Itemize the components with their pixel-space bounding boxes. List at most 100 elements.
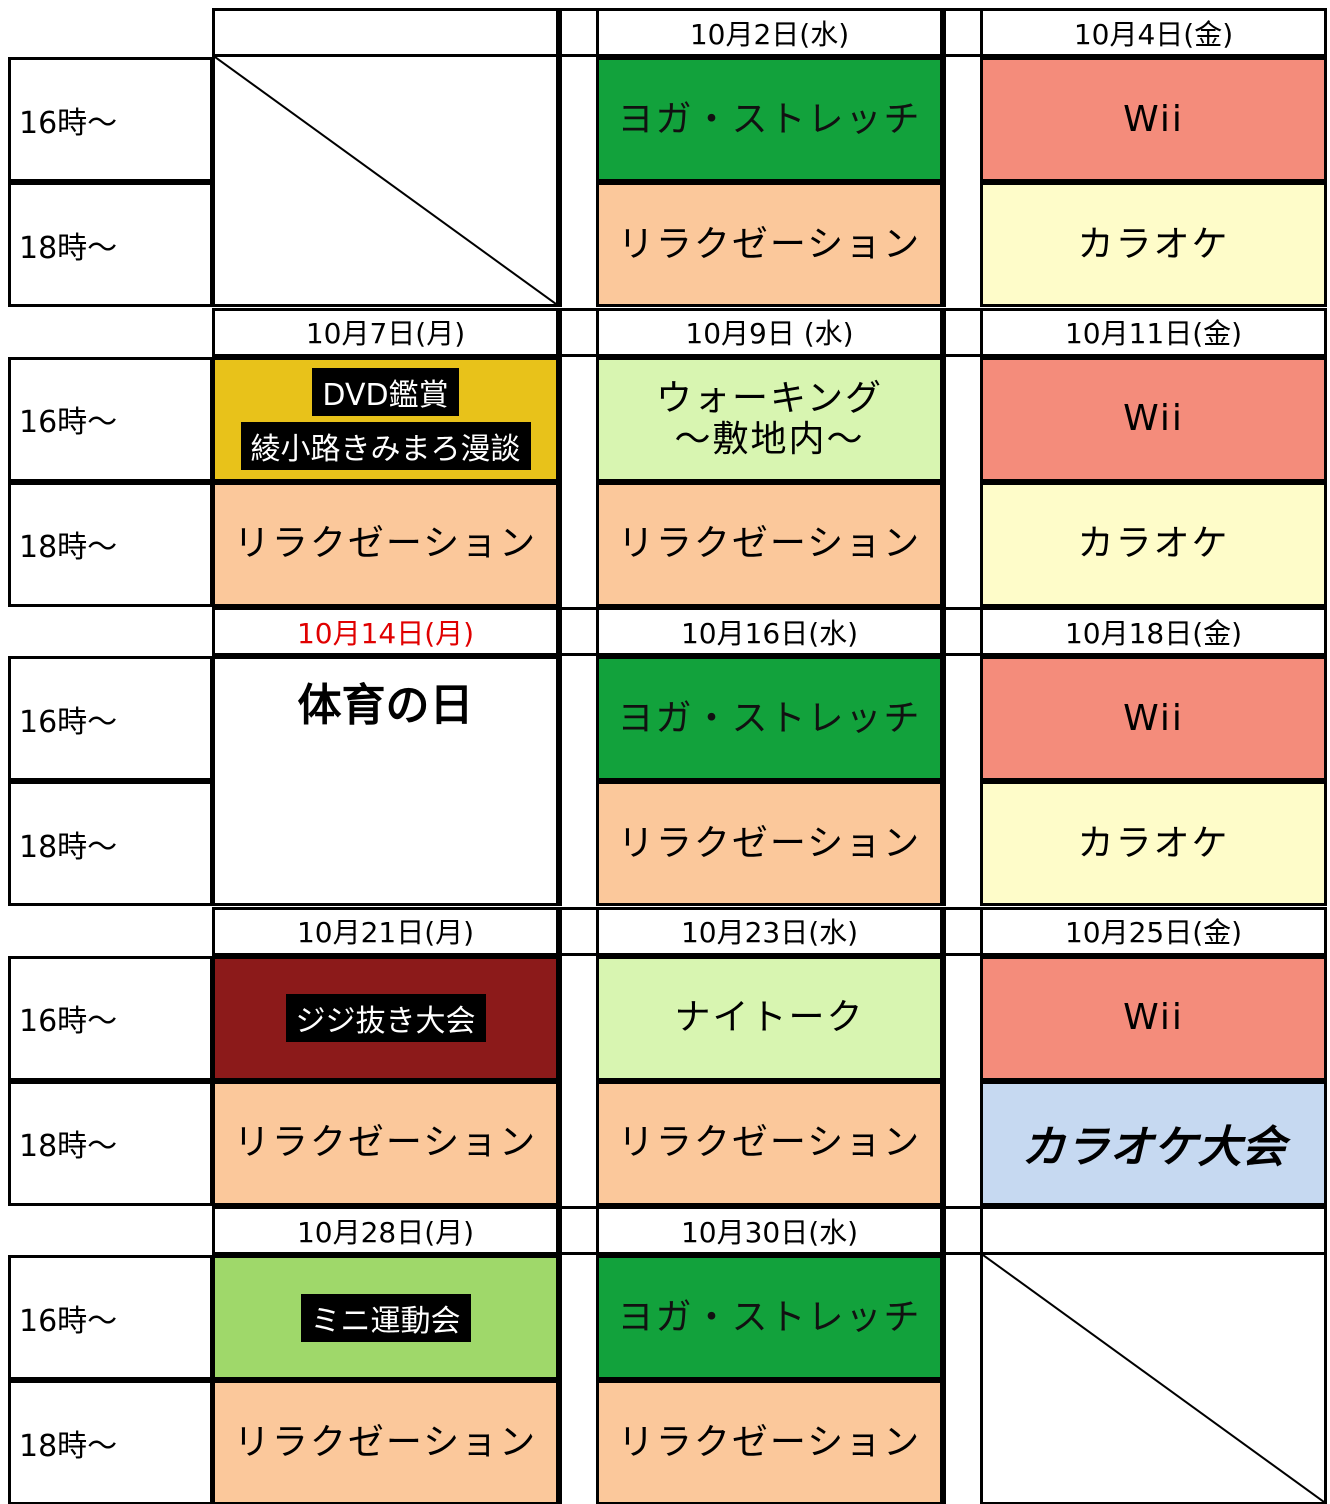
- gap-column: [943, 353, 983, 607]
- gap-column: [559, 1206, 599, 1255]
- gap-column: [559, 54, 599, 307]
- time-label: 18時〜: [8, 1380, 213, 1504]
- activity-cell: リラクゼーション: [596, 1080, 943, 1206]
- activity-cell: カラオケ: [980, 481, 1327, 607]
- gap-column: [943, 307, 983, 357]
- gap-column: [559, 906, 599, 956]
- gap-column: [559, 607, 599, 656]
- activity-cell: カラオケ大会: [980, 1080, 1327, 1206]
- activity-text: ヨガ・ストレッチ: [617, 98, 922, 140]
- activity-cell: リラクゼーション: [212, 1380, 559, 1504]
- activity-text: リラクゼーション: [233, 1421, 538, 1463]
- date-header: 10月14日(月): [212, 607, 559, 656]
- gap-column: [559, 307, 599, 357]
- activity-text: Wii: [1123, 98, 1184, 140]
- date-header: 10月28日(月): [212, 1206, 559, 1255]
- activity-badge: ジジ抜き大会: [285, 994, 486, 1042]
- activity-text: カラオケ: [1077, 223, 1230, 265]
- activity-cell: リラクゼーション: [596, 182, 943, 307]
- gap-column: [943, 906, 983, 956]
- activity-text: リラクゼーション: [233, 1122, 538, 1164]
- activity-badge: ミニ運動会: [300, 1293, 471, 1342]
- time-label: 16時〜: [8, 955, 213, 1081]
- gap-column: [943, 1206, 983, 1255]
- activity-text: リラクゼーション: [617, 223, 922, 265]
- gap-column: [559, 353, 599, 607]
- empty-diagonal: [983, 1255, 1324, 1502]
- gap-column: [559, 1252, 599, 1504]
- date-header: 10月18日(金): [980, 607, 1327, 656]
- date-header: 10月30日(水): [596, 1206, 943, 1255]
- activity-text: リラクゼーション: [617, 1421, 922, 1463]
- date-header: 10月9日 (水): [596, 307, 943, 357]
- gap-column: [943, 952, 983, 1206]
- activity-cell: Wii: [980, 656, 1327, 781]
- activity-title: 体育の日: [297, 680, 474, 731]
- activity-cell: ヨガ・ストレッチ: [596, 57, 943, 182]
- activity-cell: Wii: [980, 57, 1327, 182]
- date-header: 10月25日(金): [980, 906, 1327, 956]
- activity-text: Wii: [1123, 997, 1184, 1039]
- activity-text: ヨガ・ストレッチ: [617, 1296, 922, 1338]
- activity-cell: 体育の日: [212, 656, 559, 906]
- activity-text: ウォーキング 〜敷地内〜: [656, 377, 883, 460]
- activity-cell: リラクゼーション: [596, 481, 943, 607]
- time-label: 18時〜: [8, 481, 213, 607]
- activity-cell: リラクゼーション: [596, 1380, 943, 1504]
- gap-column: [943, 54, 983, 307]
- activity-text: Wii: [1123, 697, 1184, 739]
- time-label: 16時〜: [8, 356, 213, 482]
- activity-badge: 綾小路きみまろ漫談: [240, 422, 531, 470]
- gap-column: [943, 1252, 983, 1504]
- time-label: 16時〜: [8, 1255, 213, 1380]
- activity-cell: カラオケ: [980, 781, 1327, 906]
- activity-badge: DVD鑑賞: [312, 368, 459, 416]
- empty-cell: [980, 1252, 1327, 1504]
- gap-column: [943, 607, 983, 656]
- activity-text: リラクゼーション: [617, 822, 922, 864]
- activity-text: リラクゼーション: [233, 523, 538, 565]
- time-label: 18時〜: [8, 182, 213, 307]
- date-header: 10月16日(水): [596, 607, 943, 656]
- date-header: 10月4日(金): [980, 8, 1327, 57]
- gap-column: [559, 653, 599, 906]
- empty-cell: [212, 54, 559, 307]
- time-label: 18時〜: [8, 1080, 213, 1206]
- activity-cell: リラクゼーション: [596, 781, 943, 906]
- date-header: [212, 8, 559, 57]
- activity-cell: DVD鑑賞綾小路きみまろ漫談: [212, 356, 559, 482]
- activity-text: カラオケ: [1077, 822, 1230, 864]
- activity-text: リラクゼーション: [617, 523, 922, 565]
- activity-cell: カラオケ: [980, 182, 1327, 307]
- date-header: 10月7日(月): [212, 307, 559, 357]
- time-label: 18時〜: [8, 781, 213, 906]
- activity-cell: リラクゼーション: [212, 481, 559, 607]
- gap-column: [943, 8, 983, 57]
- activity-cell: ウォーキング 〜敷地内〜: [596, 356, 943, 482]
- activity-text: ナイトーク: [674, 997, 865, 1039]
- gap-column: [559, 8, 599, 57]
- activity-cell: ヨガ・ストレッチ: [596, 1255, 943, 1380]
- activity-cell: ジジ抜き大会: [212, 955, 559, 1081]
- activity-cell: リラクゼーション: [212, 1080, 559, 1206]
- gap-column: [943, 653, 983, 906]
- time-label: 16時〜: [8, 656, 213, 781]
- time-label: 16時〜: [8, 57, 213, 182]
- activity-text: ヨガ・ストレッチ: [617, 697, 922, 739]
- date-header: 10月2日(水): [596, 8, 943, 57]
- activity-cell: Wii: [980, 356, 1327, 482]
- date-header: 10月11日(金): [980, 307, 1327, 357]
- date-header: 10月23日(水): [596, 906, 943, 956]
- activity-text: リラクゼーション: [617, 1122, 922, 1164]
- date-header: 10月21日(月): [212, 906, 559, 956]
- activity-cell: ミニ運動会: [212, 1255, 559, 1380]
- activity-cell: ナイトーク: [596, 955, 943, 1081]
- activity-text: カラオケ: [1077, 523, 1230, 565]
- date-header: [980, 1206, 1327, 1255]
- empty-diagonal: [215, 57, 556, 304]
- activity-cell: Wii: [980, 955, 1327, 1081]
- activity-title: カラオケ大会: [1021, 1122, 1286, 1173]
- gap-column: [559, 952, 599, 1206]
- activity-text: Wii: [1123, 398, 1184, 440]
